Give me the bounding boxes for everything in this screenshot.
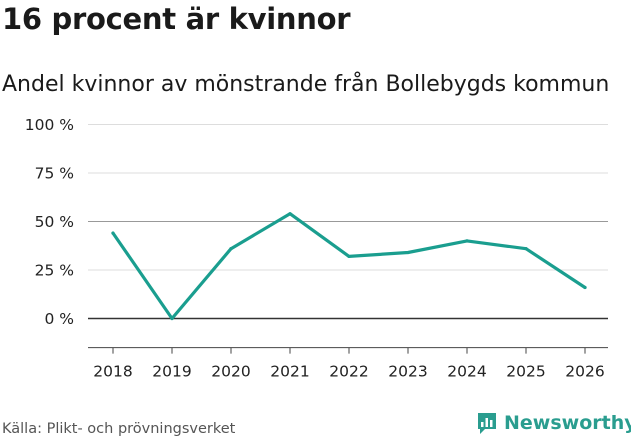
series-line (111, 212, 587, 321)
data-point (347, 254, 351, 259)
data-point (406, 250, 410, 255)
x-tick-label: 2024 (447, 363, 486, 381)
data-point (288, 212, 292, 216)
x-tick-label: 2021 (270, 363, 309, 381)
x-tick-label: 2020 (211, 363, 250, 381)
y-tick-label: 0 % (44, 310, 74, 328)
y-tick-label: 50 % (35, 213, 74, 231)
y-tick-label: 25 % (35, 262, 74, 280)
y-tick-label: 100 % (25, 116, 74, 134)
x-tick-label: 2018 (93, 363, 132, 381)
brand-name: Newsworthy (504, 412, 631, 434)
data-point (170, 316, 174, 321)
data-point (229, 247, 233, 251)
data-point (524, 247, 528, 251)
chart-title: 16 procent är kvinnor (2, 2, 351, 36)
data-point (111, 231, 115, 235)
data-point (583, 285, 587, 290)
x-tick-label: 2023 (388, 363, 427, 381)
brand-logo: Newsworthy (476, 408, 631, 438)
y-tick-label: 75 % (35, 165, 74, 183)
x-tick-label: 2019 (152, 363, 191, 381)
x-tick-label: 2026 (565, 363, 604, 381)
source-note: Källa: Plikt- och prövningsverket (2, 421, 236, 437)
x-tick-label: 2025 (506, 363, 545, 381)
newsworthy-logo-icon (478, 413, 496, 434)
data-point (465, 239, 469, 243)
x-tick-label: 2022 (329, 363, 368, 381)
chart-subtitle: Andel kvinnor av mönstrande från Bolleby… (2, 72, 610, 97)
